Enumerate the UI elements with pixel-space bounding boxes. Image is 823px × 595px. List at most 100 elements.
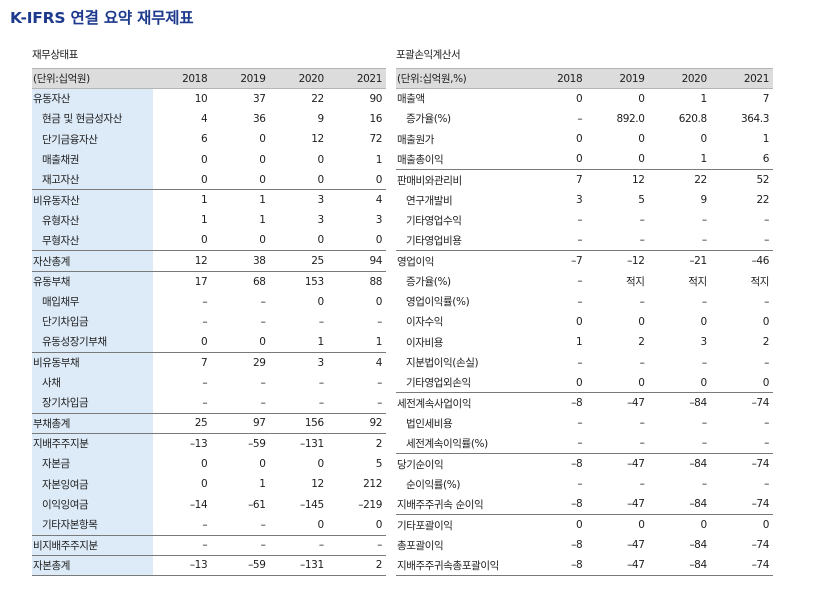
table-row: 기타자본항목 – – 0 0 (32, 514, 386, 536)
value-cell: – (260, 518, 266, 531)
value-cell: 1 (575, 336, 583, 349)
table-row: 연구개발비 3 5 9 22 (396, 190, 773, 210)
value-cell: – (202, 376, 208, 389)
value-cell: –8 (524, 555, 587, 577)
value-cell: 22 (648, 169, 711, 190)
value-cell: 0 (317, 518, 324, 531)
value-cell: 1 (375, 153, 383, 166)
row-label: 유형자산 (32, 210, 153, 231)
value-cell: – (327, 534, 386, 556)
table-row: 판매비와관리비 7 12 22 52 (396, 169, 773, 190)
row-label: 총포괄이익 (397, 539, 444, 552)
value-cell: – (377, 376, 382, 389)
value-cell: – (153, 534, 212, 556)
value-cell: 0 (638, 376, 645, 389)
row-label: 기타영업비용 (406, 234, 462, 247)
value-cell: – (639, 214, 645, 227)
table-row: 증가율(%) – 적지 적지 적지 (396, 271, 773, 291)
value-cell: –59 (211, 433, 270, 454)
table-row: 증가율(%) – 892.0 620.8 364.3 (396, 109, 773, 129)
value-cell: – (639, 478, 645, 491)
value-cell: –59 (211, 554, 270, 577)
row-label: 지배주주귀속총포괄이익 (396, 555, 524, 577)
value-cell: – (318, 315, 324, 328)
value-cell: – (764, 214, 769, 227)
value-cell: 3 (575, 194, 583, 207)
table-row: 매출원가 0 0 0 1 (396, 129, 773, 149)
value-cell: – (764, 478, 769, 491)
value-cell: 0 (648, 514, 711, 536)
table-row: 매출총이익 0 0 1 6 (396, 149, 773, 169)
value-cell: 5 (375, 457, 383, 470)
value-cell: 68 (211, 270, 270, 292)
income-statement-caption: 포괄손익계산서 (396, 49, 461, 61)
value-cell: 3 (269, 189, 328, 211)
value-cell: – (764, 417, 769, 430)
value-cell: – (260, 396, 266, 409)
value-cell: –74 (751, 498, 770, 511)
value-cell: 156 (269, 412, 328, 434)
value-cell: 1 (700, 92, 707, 105)
value-cell: 620.8 (678, 112, 707, 125)
table-row: 지배주주귀속 순이익 –8 –47 –84 –74 (396, 494, 773, 514)
value-cell: 25 (153, 412, 212, 434)
value-cell: 29 (211, 351, 270, 373)
value-cell: 적지 (688, 275, 707, 288)
value-cell: –8 (571, 498, 583, 511)
value-cell: 92 (327, 412, 386, 434)
table-row: 단기차입금 – – – – (32, 311, 386, 333)
unit-label: (단위:십억원,%) (396, 68, 524, 89)
table-row: 기타영업비용 – – – – (396, 231, 773, 251)
table-row: 매출액 0 0 1 7 (396, 89, 773, 109)
row-label: 순이익률(%) (406, 478, 461, 491)
table-row: 유동부채 17 68 153 88 (32, 270, 386, 292)
row-label: 판매비와관리비 (396, 169, 524, 190)
row-label: 유동자산 (32, 88, 153, 109)
value-cell: – (701, 234, 707, 247)
row-label: 영업이익률(%) (406, 296, 470, 309)
value-cell: 0 (700, 133, 707, 146)
value-cell: – (577, 437, 583, 450)
unit-label: (단위:십억원) (32, 68, 153, 89)
value-cell: 1 (211, 189, 270, 211)
value-cell: –84 (648, 392, 711, 414)
table-row: 비유동자산 1 1 3 4 (32, 189, 386, 211)
table-row: 사채 – – – – (32, 372, 386, 393)
value-cell: 12 (153, 250, 212, 272)
table-row: 이익잉여금 –14 –61 –145 –219 (32, 494, 386, 515)
value-cell: – (764, 356, 769, 369)
value-cell: 0 (375, 173, 383, 186)
table-row: 영업이익률(%) – – – – (396, 291, 773, 311)
value-cell: – (318, 396, 324, 409)
row-label: 이자비용 (406, 336, 444, 349)
value-cell: 0 (259, 457, 266, 470)
year-header: 2018 (524, 68, 587, 89)
income-statement-body: 매출액 0 0 1 7 증가율(%) –892.0 620.8 364.3 매출원가 0 0 0 1 매출총… (396, 89, 773, 577)
table-row: 지배주주귀속총포괄이익 –8 –47 –84 –74 (396, 555, 773, 577)
value-cell: – (202, 315, 208, 328)
value-cell: 72 (369, 133, 382, 146)
value-cell: 0 (200, 457, 208, 470)
value-cell: 3 (375, 214, 383, 227)
value-cell: 1 (259, 214, 266, 227)
row-label: 매출총이익 (397, 153, 444, 166)
value-cell: 0 (575, 92, 583, 105)
table-row: 유동성장기부채 0 0 1 1 (32, 332, 386, 353)
value-cell: – (211, 534, 270, 556)
value-cell: 0 (259, 234, 266, 247)
value-cell: 97 (211, 412, 270, 434)
value-cell: 0 (575, 376, 583, 389)
value-cell: 892.0 (616, 112, 645, 125)
table-header-row: (단위:십억원) 2018 2019 2020 2021 (32, 68, 386, 89)
table-row: 당기순이익 –8 –47 –84 –74 (396, 453, 773, 475)
row-label: 단기차입금 (32, 311, 153, 333)
value-cell: 3 (269, 351, 328, 373)
year-header: 2020 (269, 68, 328, 89)
table-row: 유동자산 10 37 22 90 (32, 88, 386, 109)
table-row: 지분법이익(손실) – – – – (396, 352, 773, 372)
year-header: 2019 (586, 68, 649, 89)
table-row: 지배주주지분 –13 –59 –131 2 (32, 433, 386, 454)
value-cell: 0 (259, 335, 266, 348)
row-label: 세전계속사업이익 (396, 392, 524, 414)
value-cell: – (639, 417, 645, 430)
